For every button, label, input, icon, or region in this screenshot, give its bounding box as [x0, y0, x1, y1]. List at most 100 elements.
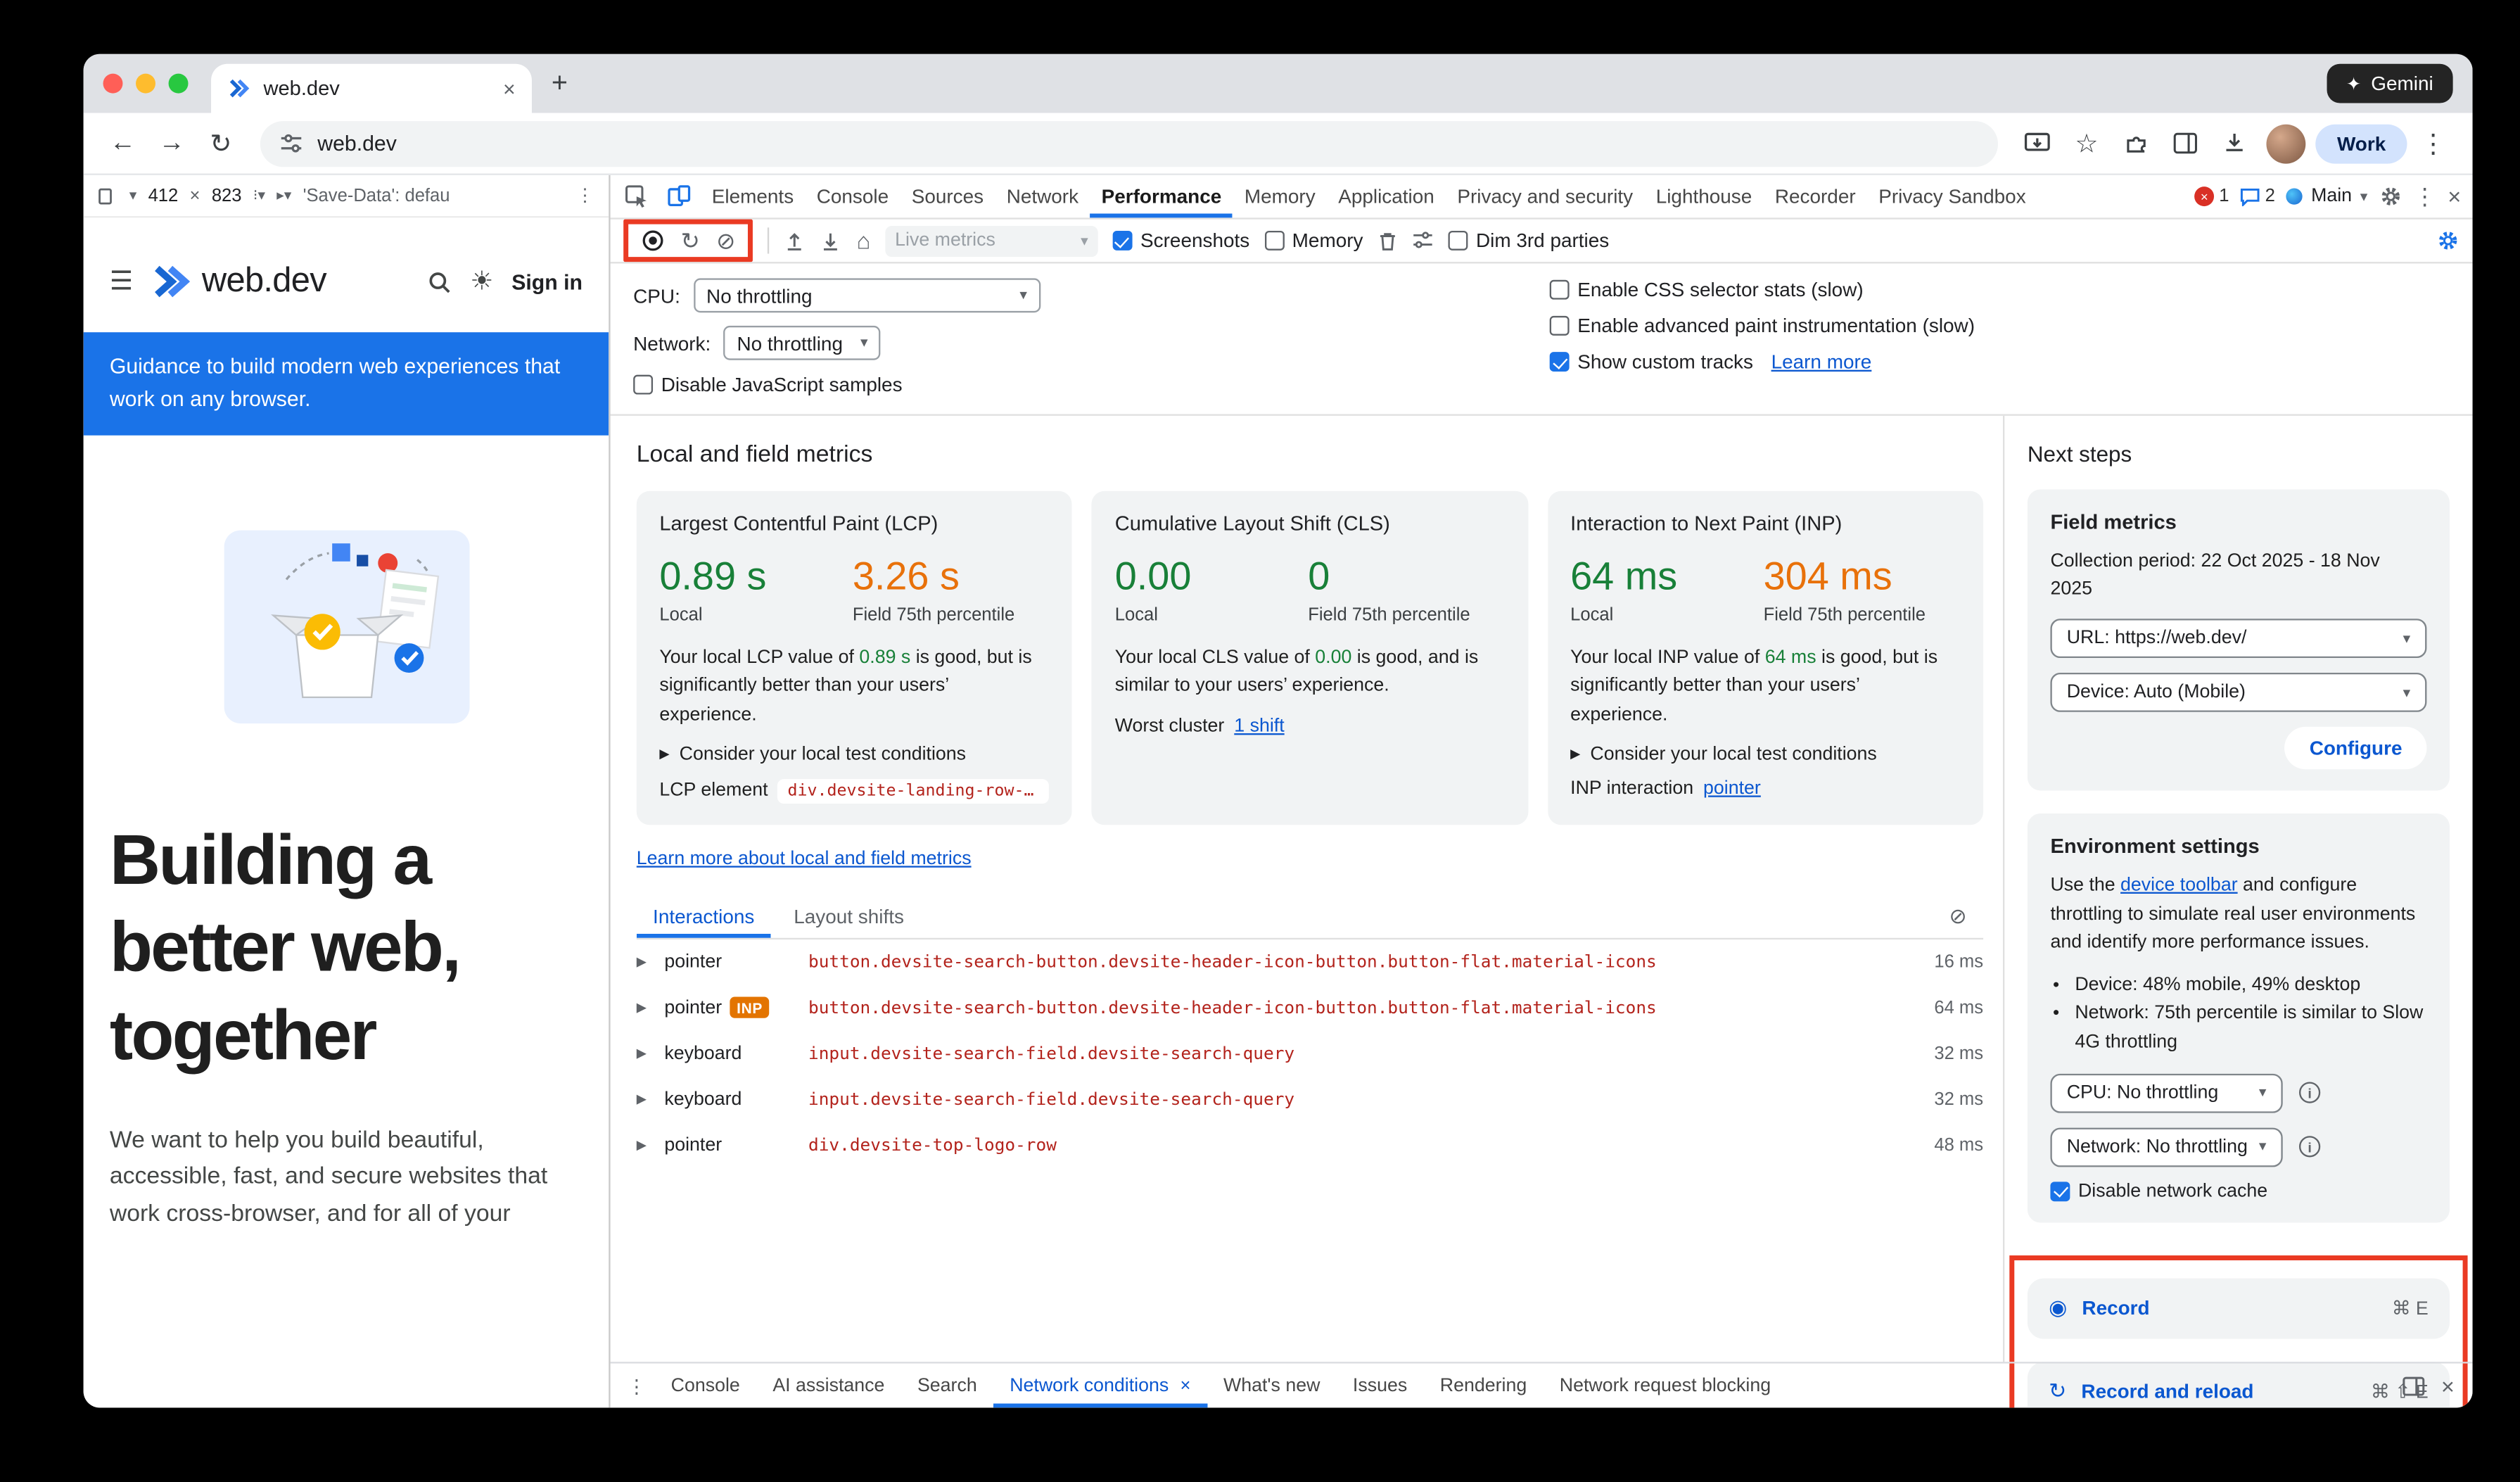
forward-button[interactable]: → [158, 128, 185, 157]
field-url-select[interactable]: URL: https://web.dev/▾ [2050, 619, 2427, 659]
drawer-more-tools-icon[interactable]: ⋮ [627, 1377, 647, 1398]
custom-tracks-checkbox[interactable]: Show custom tracks Learn more [1549, 350, 2450, 373]
tab-elements[interactable]: Elements [711, 184, 794, 208]
address-bar[interactable]: web.dev [260, 120, 1999, 167]
extensions-icon[interactable] [2113, 120, 2158, 166]
viewport-width-input[interactable]: 412 [148, 185, 179, 205]
hamburger-menu-icon[interactable]: ☰ [109, 268, 134, 297]
css-selector-stats-checkbox[interactable]: Enable CSS selector stats (slow) [1549, 278, 2450, 301]
device-toolbar-menu-icon[interactable]: ⋮ [575, 186, 594, 207]
disable-js-samples-checkbox[interactable]: Disable JavaScript samples [633, 373, 903, 396]
theme-toggle-icon[interactable]: ☀ [470, 268, 494, 297]
minimize-window-button[interactable] [136, 73, 155, 94]
lcp-element-link[interactable]: div.devsite-landing-row-ite… [777, 778, 1050, 804]
gemini-button[interactable]: ✦ Gemini [2326, 63, 2453, 103]
tab-lighthouse[interactable]: Lighthouse [1655, 184, 1752, 208]
install-icon[interactable] [2015, 120, 2061, 166]
tab-sources[interactable]: Sources [911, 184, 984, 208]
drawer-tab-rendering[interactable]: Rendering [1439, 1375, 1527, 1395]
target-selector[interactable]: Main ▾ [2286, 186, 2367, 206]
drawer-tab-close-icon[interactable]: × [1180, 1375, 1191, 1395]
profile-chip[interactable]: Work [2315, 123, 2407, 163]
new-tab-button[interactable]: + [551, 67, 568, 99]
capture-settings-icon[interactable] [2436, 229, 2459, 253]
record-and-reload-icon[interactable]: ↻ [680, 227, 700, 254]
css-selector-stats-box[interactable] [1549, 279, 1570, 300]
browser-menu-icon[interactable]: ⋮ [2420, 129, 2447, 158]
live-metrics-select[interactable]: Live metrics ▾ [885, 224, 1098, 257]
throttle-select[interactable]: ▸▾ [276, 186, 292, 203]
memory-checkbox[interactable]: Memory [1264, 229, 1363, 252]
drawer-tab-whats-new[interactable]: What's new [1223, 1375, 1321, 1395]
custom-tracks-box[interactable] [1549, 352, 1570, 372]
record-button[interactable]: ◉ Record ⌘ E [2027, 1278, 2450, 1339]
drawer-tab-issues[interactable]: Issues [1352, 1375, 1408, 1395]
interaction-row[interactable]: ▶ pointer div.devsite-top-logo-row 48 ms [636, 1135, 1984, 1155]
tab-interactions[interactable]: Interactions [637, 895, 771, 937]
device-toolbar-link[interactable]: device toolbar [2120, 876, 2238, 897]
paint-instrumentation-checkbox[interactable]: Enable advanced paint instrumentation (s… [1549, 315, 2450, 337]
tab-privacy-and-security[interactable]: Privacy and security [1457, 184, 1634, 208]
reload-button[interactable]: ↻ [210, 129, 232, 158]
dim-third-parties-checkbox[interactable]: Dim 3rd parties [1448, 229, 1609, 252]
interaction-node-link[interactable]: button.devsite-search-button.devsite-hea… [808, 952, 1657, 973]
disable-network-cache-box[interactable] [2050, 1181, 2070, 1201]
viewport-height-input[interactable]: 823 [211, 185, 242, 205]
maximize-window-button[interactable] [168, 73, 189, 94]
issues-indicator[interactable]: 2 [2241, 186, 2275, 206]
devtools-close-icon[interactable]: × [2448, 183, 2462, 210]
lcp-test-conditions-expander[interactable]: ▶ Consider your local test conditions [659, 744, 967, 764]
env-network-select[interactable]: Network: No throttling ▾ [2050, 1127, 2283, 1167]
tab-close-icon[interactable]: × [503, 76, 516, 101]
dim-third-parties-checkbox-box[interactable] [1448, 230, 1468, 251]
screenshots-checkbox[interactable]: Screenshots [1112, 229, 1249, 252]
field-device-select[interactable]: Device: Auto (Mobile) ▾ [2050, 673, 2427, 713]
tab-performance[interactable]: Performance [1090, 175, 1233, 217]
network-info-icon[interactable]: i [2298, 1136, 2321, 1158]
errors-indicator[interactable]: × 1 [2194, 186, 2229, 207]
promo-banner[interactable]: Guidance to build modern web experiences… [83, 332, 609, 436]
save-profile-icon[interactable] [820, 230, 841, 251]
bookmark-star-icon[interactable]: ☆ [2075, 129, 2099, 158]
load-profile-icon[interactable] [784, 230, 806, 251]
drawer-tab-network-request-blocking[interactable]: Network request blocking [1559, 1375, 1771, 1395]
row-expand-icon[interactable]: ▶ [636, 1046, 647, 1061]
downloads-icon[interactable] [2211, 120, 2257, 166]
interaction-row[interactable]: ▶ keyboard input.devsite-search-field.de… [636, 1044, 1984, 1064]
interaction-node-link[interactable]: div.devsite-top-logo-row [808, 1135, 1057, 1155]
network-throttling-select[interactable]: No throttling ▾ [723, 325, 882, 360]
disable-network-cache-checkbox[interactable]: Disable network cache [2050, 1181, 2426, 1201]
profile-avatar[interactable] [2266, 123, 2306, 163]
disable-js-samples-box[interactable] [633, 374, 654, 395]
search-icon[interactable] [428, 270, 452, 294]
interaction-row[interactable]: ▶ keyboard input.devsite-search-field.de… [636, 1089, 1984, 1110]
drawer-close-icon[interactable]: × [2441, 1372, 2455, 1399]
back-button[interactable]: ← [109, 128, 136, 157]
env-cpu-select[interactable]: CPU: No throttling ▾ [2050, 1073, 2283, 1113]
interaction-row[interactable]: ▶ pointer INP button.devsite-search-butto… [636, 997, 1984, 1019]
live-metrics-home-icon[interactable]: ⌂ [856, 227, 871, 254]
device-select-icon[interactable] [98, 186, 118, 205]
tab-application[interactable]: Application [1338, 184, 1434, 208]
memory-checkbox-box[interactable] [1264, 230, 1285, 251]
collect-garbage-icon[interactable] [1377, 230, 1397, 251]
tab-layout-shifts[interactable]: Layout shifts [794, 904, 904, 928]
device-toolbar-toggle-icon[interactable] [658, 175, 700, 217]
drawer-tab-console[interactable]: Console [670, 1375, 740, 1395]
zoom-select[interactable]: ⁝▾ [253, 186, 265, 203]
device-select-caret[interactable]: ▾ [129, 186, 137, 203]
configure-button[interactable]: Configure [2284, 727, 2427, 771]
learn-metrics-link[interactable]: Learn more about local and field metrics [636, 849, 972, 869]
interaction-node-link[interactable]: input.devsite-search-field.devsite-searc… [808, 1089, 1295, 1110]
row-expand-icon[interactable]: ▶ [636, 1092, 647, 1107]
clear-interactions-icon[interactable]: ⊘ [1949, 903, 1967, 928]
interaction-node-link[interactable]: button.devsite-search-button.devsite-hea… [808, 998, 1657, 1018]
paint-instrumentation-box[interactable] [1549, 315, 1570, 336]
tab-console[interactable]: Console [816, 184, 889, 208]
row-expand-icon[interactable]: ▶ [636, 954, 647, 970]
side-panel-icon[interactable] [2162, 120, 2208, 166]
tab-memory[interactable]: Memory [1244, 184, 1316, 208]
tab-network[interactable]: Network [1006, 184, 1079, 208]
row-expand-icon[interactable]: ▶ [636, 1000, 647, 1015]
drawer-tab-network-conditions[interactable]: Network conditions × [993, 1364, 1207, 1408]
